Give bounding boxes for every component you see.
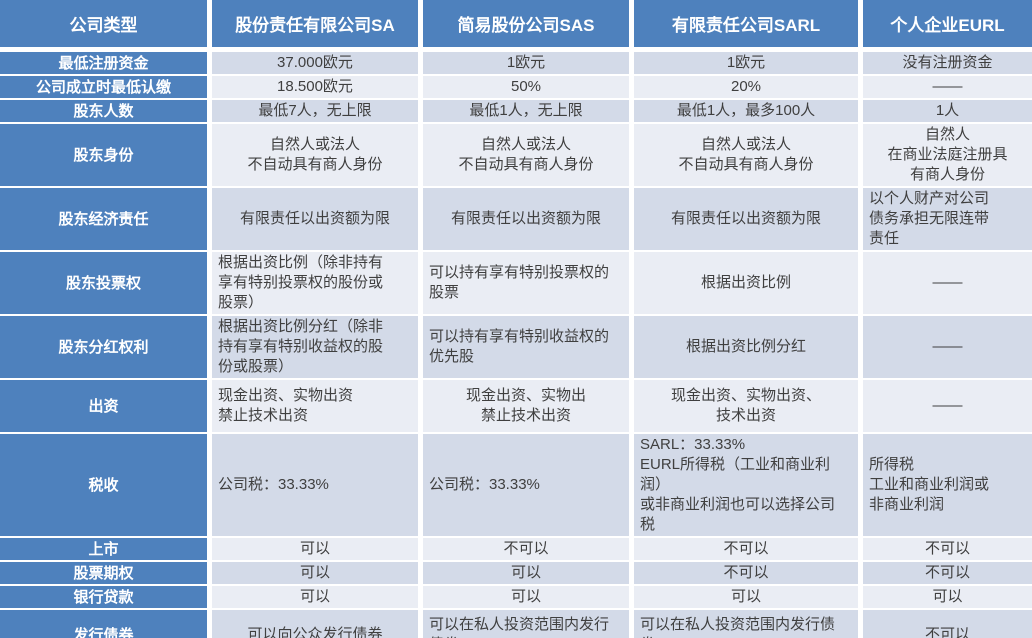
row-label: 最低注册资金 (0, 52, 207, 74)
column-header-cell: 股份责任有限公司SA (212, 0, 418, 50)
table-row: 股东投票权 根据出资比例（除非持有 享有特别投票权的股份或 股票） 可以持有享有特别… (0, 252, 1032, 314)
cell: 50% (423, 76, 629, 98)
cell: 根据出资比例分红（除非 持有享有特别收益权的股 份或股票） (212, 316, 418, 378)
cell: 可以 (423, 562, 629, 584)
table-row: 税收 公司税：33.33% 公司税：33.33% SARL：33.33% EURL所得… (0, 434, 1032, 536)
cell: 1欧元 (423, 52, 629, 74)
table-row: 银行贷款 可以 可以 可以 可以 (0, 586, 1032, 608)
row-label: 股东经济责任 (0, 188, 207, 250)
row-label: 税收 (0, 434, 207, 536)
cell: 18.500欧元 (212, 76, 418, 98)
cell: 公司税：33.33% (212, 434, 418, 536)
table-body: 最低注册资金 37.000欧元 1欧元 1欧元 没有注册资金 公司成立时最低认缴 18.50… (0, 52, 1032, 638)
cell: 现金出资、实物出资、 技术出资 (634, 380, 858, 432)
row-label: 银行贷款 (0, 586, 207, 608)
cell: 根据出资比例分红 (634, 316, 858, 378)
cell: 自然人或法人 不自动具有商人身份 (212, 124, 418, 186)
cell: 现金出资、实物出资 禁止技术出资 (212, 380, 418, 432)
cell: 不可以 (863, 562, 1032, 584)
row-label: 公司成立时最低认缴 (0, 76, 207, 98)
cell: 1欧元 (634, 52, 858, 74)
cell: 20% (634, 76, 858, 98)
header-row: 公司类型 股份责任有限公司SA 简易股份公司SAS 有限责任公司SARL 个人企业EUR… (0, 0, 1032, 50)
corner-header-cell: 公司类型 (0, 0, 207, 50)
table-row: 上市 可以 不可以 不可以 不可以 (0, 538, 1032, 560)
cell: 自然人或法人 不自动具有商人身份 (423, 124, 629, 186)
cell: 可以 (212, 538, 418, 560)
cell: 37.000欧元 (212, 52, 418, 74)
cell: 不可以 (634, 562, 858, 584)
cell: 1人 (863, 100, 1032, 122)
cell: 最低7人，无上限 (212, 100, 418, 122)
cell: 可以 (423, 586, 629, 608)
row-label: 上市 (0, 538, 207, 560)
row-label: 股东投票权 (0, 252, 207, 314)
cell: —— (863, 380, 1032, 432)
column-header-cell: 有限责任公司SARL (634, 0, 858, 50)
table-row: 公司成立时最低认缴 18.500欧元 50% 20% —— (0, 76, 1032, 98)
cell: 可以持有享有特别投票权的 股票 (423, 252, 629, 314)
column-header-cell: 简易股份公司SAS (423, 0, 629, 50)
cell: 现金出资、实物出 禁止技术出资 (423, 380, 629, 432)
cell: —— (863, 252, 1032, 314)
table-row: 股票期权 可以 可以 不可以 不可以 (0, 562, 1032, 584)
cell: 可以 (863, 586, 1032, 608)
cell: 没有注册资金 (863, 52, 1032, 74)
row-label: 出资 (0, 380, 207, 432)
cell: 最低1人，最多100人 (634, 100, 858, 122)
cell: 不可以 (423, 538, 629, 560)
table-row: 股东身份 自然人或法人 不自动具有商人身份 自然人或法人 不自动具有商人身份 自然人或… (0, 124, 1032, 186)
cell: 可以在私人投资范围内发行债 券 (634, 610, 858, 638)
row-label: 股票期权 (0, 562, 207, 584)
cell: 根据出资比例（除非持有 享有特别投票权的股份或 股票） (212, 252, 418, 314)
row-label: 股东身份 (0, 124, 207, 186)
cell: 可以持有享有特别收益权的 优先股 (423, 316, 629, 378)
table-row: 股东经济责任 有限责任以出资额为限 有限责任以出资额为限 有限责任以出资额为限 以个人财… (0, 188, 1032, 250)
cell: 以个人财产对公司 债务承担无限连带 责任 (863, 188, 1032, 250)
cell: —— (863, 76, 1032, 98)
cell: 最低1人，无上限 (423, 100, 629, 122)
table-row: 出资 现金出资、实物出资 禁止技术出资 现金出资、实物出 禁止技术出资 现金出资、实物… (0, 380, 1032, 432)
cell: 可以 (212, 586, 418, 608)
cell: 有限责任以出资额为限 (212, 188, 418, 250)
cell: 不可以 (863, 538, 1032, 560)
cell: 根据出资比例 (634, 252, 858, 314)
cell: —— (863, 316, 1032, 378)
cell: 有限责任以出资额为限 (634, 188, 858, 250)
cell: 可以 (634, 586, 858, 608)
table-row: 最低注册资金 37.000欧元 1欧元 1欧元 没有注册资金 (0, 52, 1032, 74)
table-row: 股东分红权利 根据出资比例分红（除非 持有享有特别收益权的股 份或股票） 可以持有享… (0, 316, 1032, 378)
cell: 不可以 (634, 538, 858, 560)
table-row: 股东人数 最低7人，无上限 最低1人，无上限 最低1人，最多100人 1人 (0, 100, 1032, 122)
cell: 自然人 在商业法庭注册具 有商人身份 (863, 124, 1032, 186)
cell: 可以在私人投资范围内发行 债券 (423, 610, 629, 638)
column-header-cell: 个人企业EURL (863, 0, 1032, 50)
table-header: 公司类型 股份责任有限公司SA 简易股份公司SAS 有限责任公司SARL 个人企业EUR… (0, 0, 1032, 50)
cell: SARL：33.33% EURL所得税（工业和商业利润） 或非商业利润也可以选择… (634, 434, 858, 536)
cell: 有限责任以出资额为限 (423, 188, 629, 250)
row-label: 股东人数 (0, 100, 207, 122)
cell: 可以向公众发行债券 (212, 610, 418, 638)
cell: 所得税 工业和商业利润或 非商业利润 (863, 434, 1032, 536)
cell: 可以 (212, 562, 418, 584)
cell: 不可以 (863, 610, 1032, 638)
cell: 自然人或法人 不自动具有商人身份 (634, 124, 858, 186)
cell: 公司税：33.33% (423, 434, 629, 536)
row-label: 股东分红权利 (0, 316, 207, 378)
row-label: 发行债券 (0, 610, 207, 638)
